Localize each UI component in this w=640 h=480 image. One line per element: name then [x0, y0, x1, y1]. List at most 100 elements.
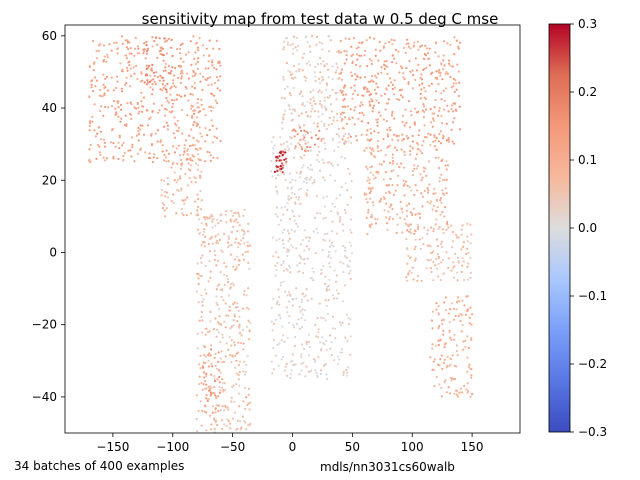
data-point — [119, 120, 122, 123]
data-point — [440, 114, 443, 117]
data-point — [308, 64, 311, 67]
data-point — [184, 139, 187, 142]
data-point — [122, 154, 125, 158]
data-point — [434, 139, 437, 142]
data-point — [339, 323, 342, 326]
data-point — [217, 79, 220, 82]
data-point — [469, 223, 472, 226]
data-point — [218, 381, 221, 384]
data-point — [112, 157, 115, 160]
data-point — [156, 43, 159, 46]
data-point — [218, 386, 221, 389]
data-point — [164, 62, 167, 65]
data-point — [334, 91, 337, 95]
data-point — [322, 137, 325, 140]
colorbar-tick-label: 0.1 — [578, 153, 597, 167]
data-point — [366, 138, 369, 141]
data-point — [375, 99, 378, 102]
data-point — [323, 64, 326, 67]
data-point — [205, 394, 208, 397]
data-point — [164, 88, 167, 91]
data-point — [239, 332, 242, 335]
data-point — [462, 241, 465, 244]
data-point — [244, 250, 247, 254]
data-point — [207, 242, 210, 246]
data-point — [242, 342, 245, 345]
data-point — [207, 365, 210, 368]
data-point — [406, 262, 409, 265]
data-point — [209, 320, 212, 323]
data-point — [142, 133, 146, 136]
data-point — [382, 178, 385, 181]
data-point — [308, 45, 311, 48]
data-point — [287, 321, 290, 324]
data-point — [431, 343, 434, 346]
data-point — [282, 242, 285, 246]
data-point — [293, 135, 296, 138]
data-point — [286, 202, 289, 205]
data-point — [309, 115, 312, 118]
data-point — [302, 134, 305, 137]
data-point — [284, 157, 288, 160]
data-point — [175, 212, 178, 215]
data-point — [280, 143, 283, 146]
data-point — [189, 164, 192, 167]
data-point — [391, 162, 394, 165]
data-point — [272, 255, 275, 258]
data-point — [414, 213, 417, 216]
data-point — [316, 122, 319, 125]
data-point — [288, 249, 291, 252]
data-point — [311, 107, 314, 110]
data-point — [91, 115, 94, 118]
data-point — [277, 223, 280, 226]
data-point — [170, 70, 173, 73]
data-point — [416, 274, 420, 278]
data-point — [283, 369, 287, 372]
data-point — [403, 183, 406, 186]
data-point — [206, 330, 210, 334]
data-point — [407, 254, 410, 257]
data-point — [302, 361, 305, 364]
data-point — [436, 244, 439, 248]
data-point — [461, 257, 464, 260]
data-point — [215, 335, 218, 338]
data-point — [322, 78, 325, 81]
data-point — [418, 238, 421, 241]
data-point — [244, 396, 248, 399]
data-point — [357, 46, 360, 49]
data-point — [443, 64, 446, 67]
data-point — [313, 71, 316, 74]
data-point — [421, 176, 424, 179]
data-point — [198, 146, 201, 150]
data-point — [378, 111, 381, 114]
data-point — [290, 142, 293, 145]
data-point — [203, 410, 206, 413]
data-point — [307, 149, 310, 152]
data-point — [375, 170, 378, 174]
data-point — [326, 377, 329, 380]
data-point — [303, 180, 306, 183]
data-point — [213, 135, 216, 138]
data-point — [204, 114, 207, 117]
data-point — [333, 359, 336, 362]
data-point — [136, 45, 140, 48]
data-point — [182, 214, 185, 217]
data-point — [248, 267, 251, 270]
data-point — [240, 239, 243, 242]
data-point — [98, 145, 101, 148]
data-point — [273, 338, 276, 342]
data-point — [216, 423, 219, 427]
data-point — [341, 351, 344, 354]
data-point — [403, 78, 406, 81]
data-point — [139, 147, 142, 150]
data-point — [88, 124, 91, 128]
data-point — [350, 196, 353, 199]
data-point — [420, 78, 424, 81]
data-point — [170, 166, 173, 169]
data-point — [354, 78, 357, 81]
data-point — [366, 129, 369, 132]
data-point — [145, 44, 148, 47]
data-point — [213, 81, 217, 85]
data-point — [324, 362, 328, 366]
data-point — [124, 114, 127, 117]
